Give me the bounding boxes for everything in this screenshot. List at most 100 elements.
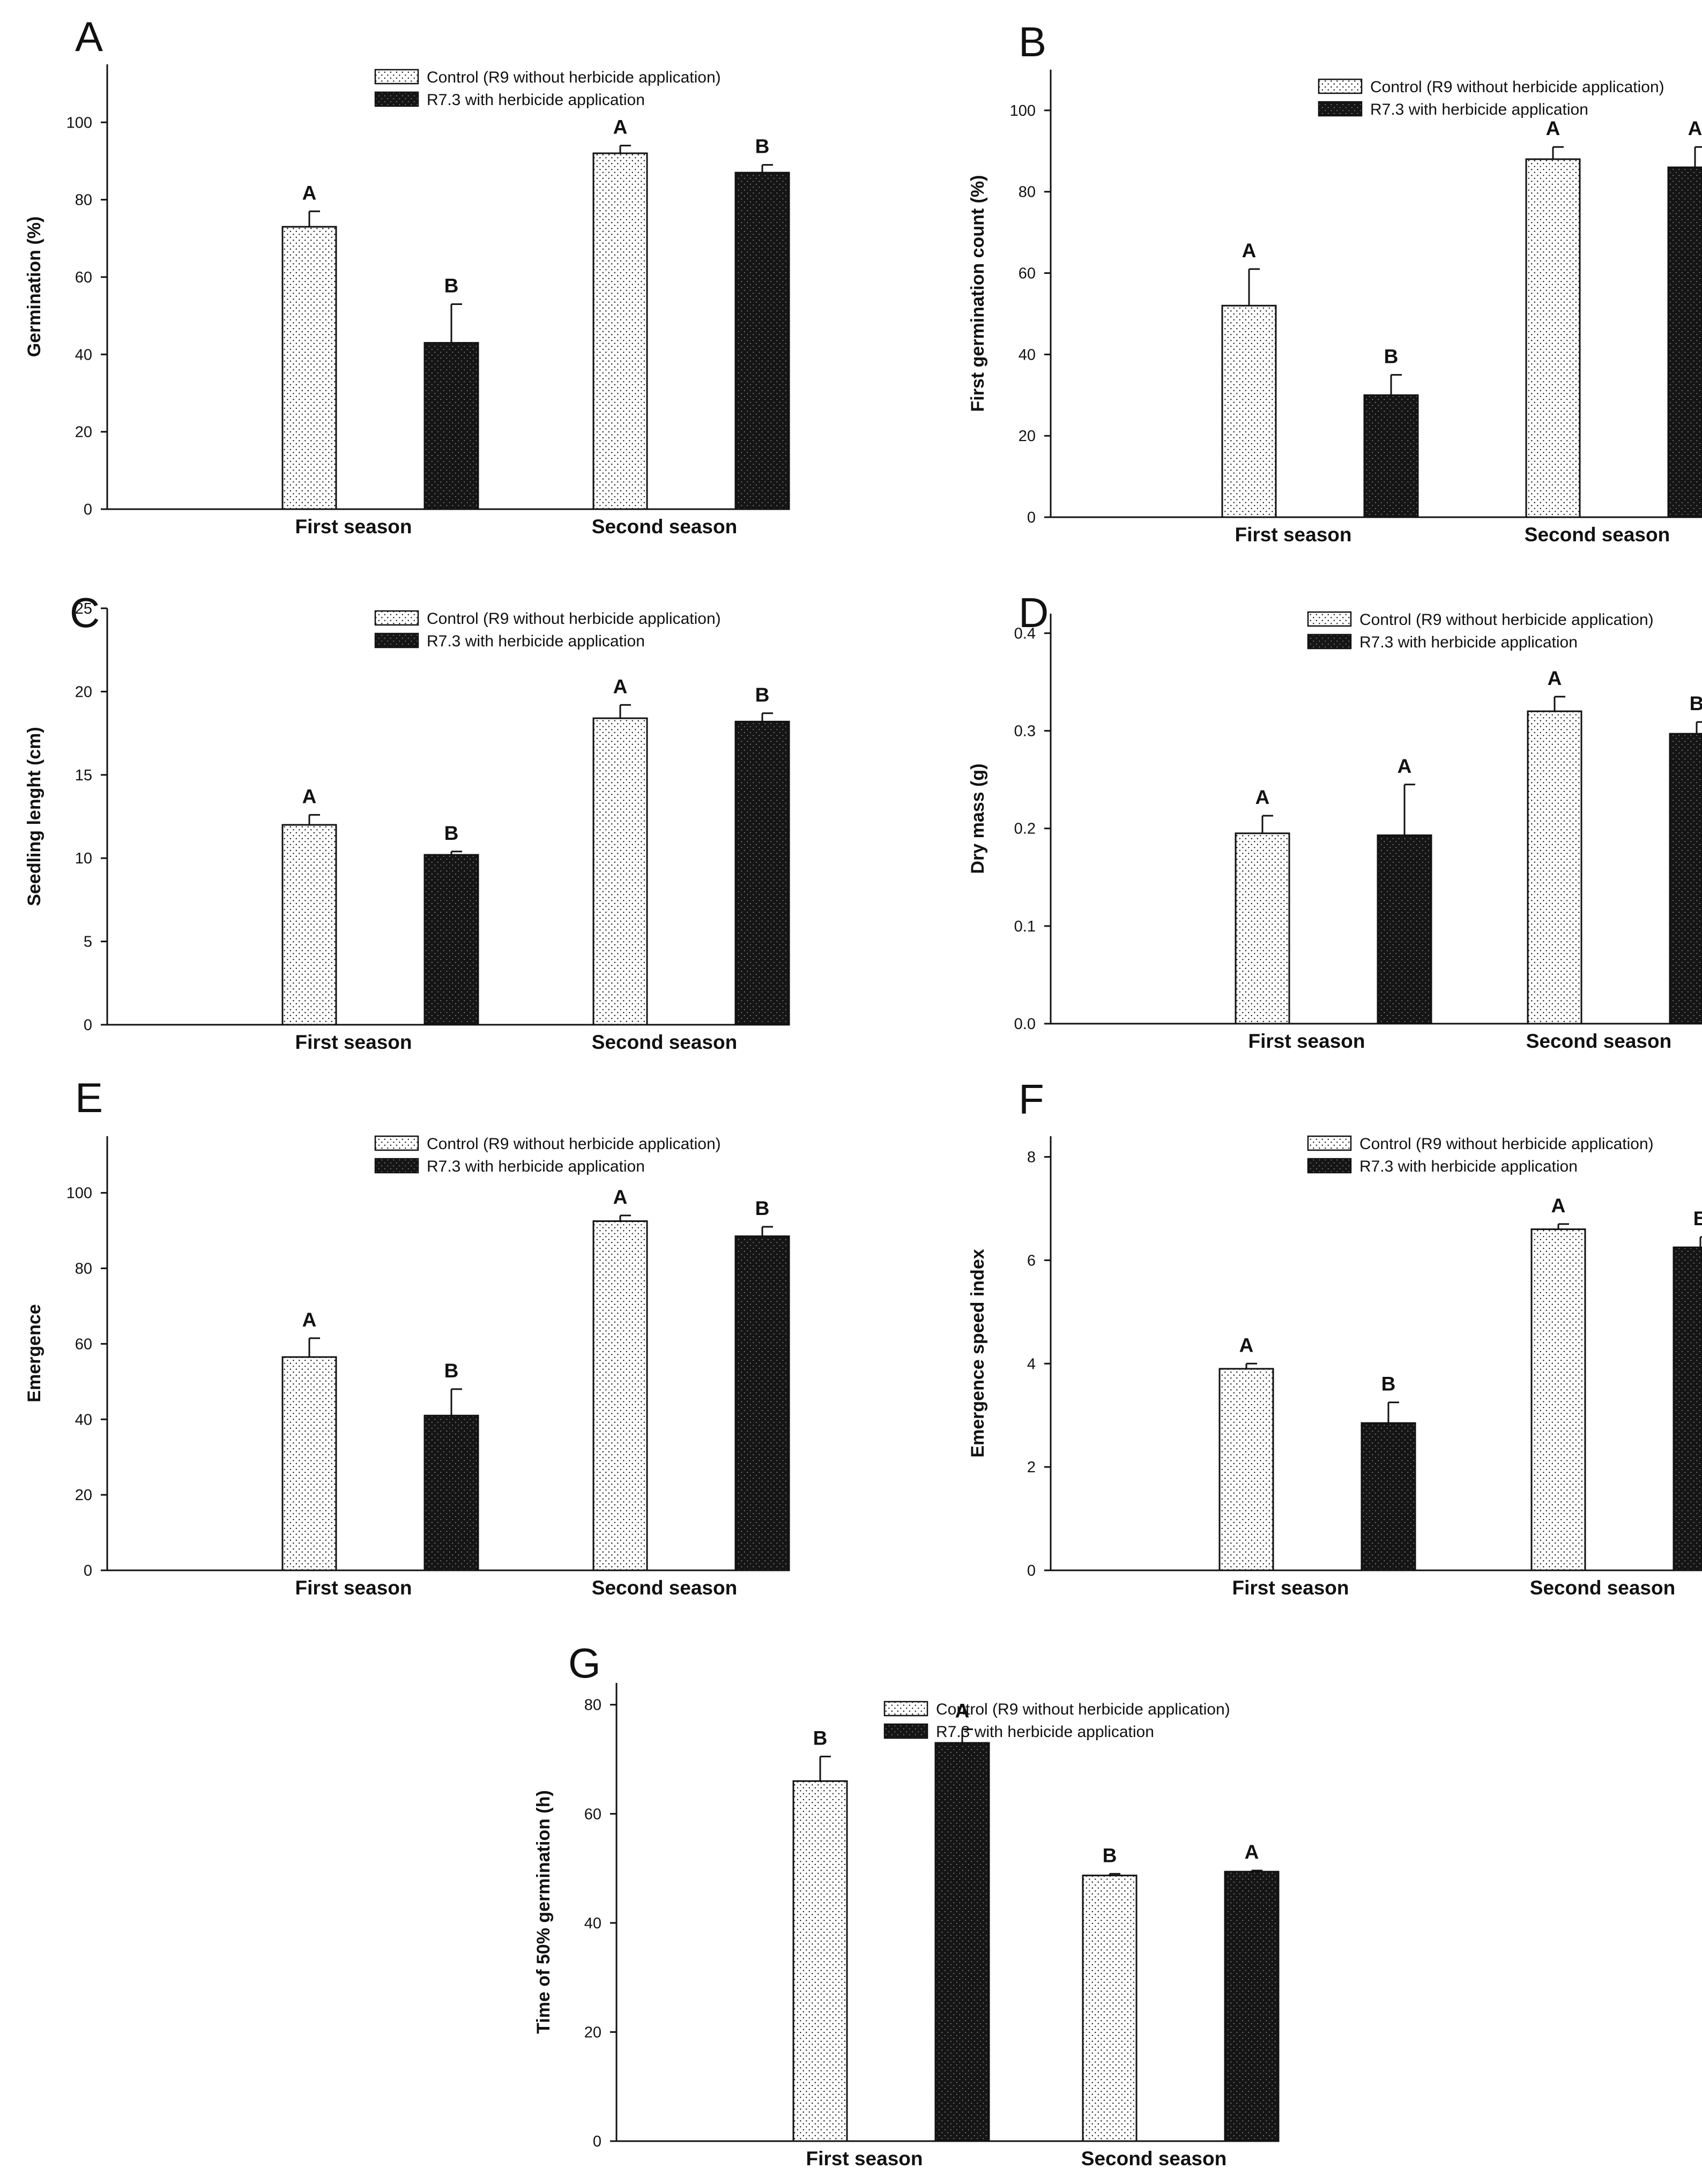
y-axis-label: Emergence <box>24 1304 44 1402</box>
y-tick-label: 0 <box>1027 509 1036 526</box>
y-tick-label: 0 <box>84 501 92 518</box>
bar-control <box>592 152 648 510</box>
bar-herbicide <box>1667 166 1702 518</box>
y-tick-label: 8 <box>1027 1149 1036 1166</box>
significance-letter: B <box>444 274 459 296</box>
significance-letter: A <box>613 116 628 138</box>
significance-letter: A <box>1398 755 1412 777</box>
y-tick-label: 15 <box>75 767 92 784</box>
y-tick-label: 0.1 <box>1014 918 1036 935</box>
bar-control <box>1525 158 1581 518</box>
y-tick-label: 20 <box>75 683 92 700</box>
legend-swatch-herbicide <box>374 1158 419 1174</box>
y-tick-label: 40 <box>75 346 92 363</box>
x-category-label: First season <box>295 516 412 538</box>
significance-letter: B <box>444 1360 459 1382</box>
y-tick-label: 6 <box>1027 1252 1036 1269</box>
bar-herbicide <box>734 1235 790 1571</box>
y-tick-label: 0 <box>84 1017 92 1034</box>
y-axis-label: Germination (%) <box>24 217 44 357</box>
legend: Control (R9 without herbicide applicatio… <box>1307 1135 1654 1175</box>
y-tick-label: 60 <box>75 269 92 286</box>
significance-letter: A <box>1245 1841 1259 1863</box>
y-tick-label: 0.0 <box>1014 1016 1036 1033</box>
significance-letter: B <box>1384 345 1399 367</box>
bar-herbicide <box>1224 1870 1280 2142</box>
y-tick-label: 4 <box>1027 1355 1036 1373</box>
y-tick-label: 80 <box>75 1261 92 1278</box>
significance-letter: B <box>1690 692 1702 714</box>
significance-letter: B <box>755 136 770 158</box>
y-tick-label: 0 <box>593 2133 601 2150</box>
y-tick-label: 80 <box>584 1697 601 1714</box>
significance-letter: A <box>1548 667 1562 689</box>
bar-control <box>1527 710 1582 1025</box>
legend-swatch-herbicide <box>1318 101 1363 117</box>
chart-panel-b: B 0 20 40 60 80 100 First germination count (%)… <box>968 18 1702 546</box>
y-tick-label: 20 <box>75 1487 92 1504</box>
bar-herbicide <box>423 854 479 1026</box>
legend-swatch-control <box>1307 611 1352 627</box>
legend-label-herbicide: R7.3 with herbicide application <box>427 632 645 650</box>
bar-herbicide <box>934 1742 990 2142</box>
chart-panel-c: C 0 5 10 15 20 25 Seedling lenght (cm) A B First s… <box>24 589 790 1053</box>
y-axis-label: Time of 50% germination (h) <box>533 1790 554 2034</box>
bar-control <box>1218 1368 1274 1571</box>
bar-herbicide <box>1363 394 1419 518</box>
legend-swatch-control <box>374 1135 419 1151</box>
y-tick-label: 40 <box>75 1411 92 1428</box>
y-tick-label: 40 <box>1019 346 1036 363</box>
legend-swatch-control <box>374 69 419 85</box>
legend-swatch-control <box>374 610 419 626</box>
chart-panel-f: F 0 2 4 6 8 Emergence speed index A B First seaso… <box>968 1076 1702 1599</box>
significance-letter: A <box>302 1309 317 1331</box>
legend-label-herbicide: R7.3 with herbicide application <box>1359 633 1578 651</box>
y-axis-label: Emergence speed index <box>968 1249 988 1457</box>
y-axis-label: Seedling lenght (cm) <box>24 727 44 906</box>
bar-control <box>592 1220 648 1571</box>
chart-panel-g: G 0 20 40 60 80 Time of 50% germination (h) B A F… <box>533 1639 1280 2170</box>
bar-herbicide <box>1361 1422 1416 1571</box>
bar-control <box>281 226 337 510</box>
legend-swatch-herbicide <box>374 91 419 107</box>
x-category-label: Second season <box>1525 524 1670 546</box>
y-axis-label: First germination count (%) <box>968 175 988 412</box>
legend: Control (R9 without herbicide applicatio… <box>1307 611 1654 651</box>
bar-control <box>1082 1874 1138 2142</box>
y-tick-label: 80 <box>75 192 92 209</box>
significance-letter: A <box>1239 1334 1254 1356</box>
y-axis-label: Dry mass (g) <box>968 764 988 874</box>
panel-letter: C <box>70 589 100 636</box>
legend-label-control: Control (R9 without herbicide applicatio… <box>427 610 721 628</box>
y-tick-label: 2 <box>1027 1459 1036 1476</box>
y-tick-label: 10 <box>75 850 92 867</box>
y-tick-label: 60 <box>75 1336 92 1353</box>
significance-letter: B <box>1103 1844 1117 1866</box>
y-tick-label: 100 <box>66 114 92 131</box>
legend-label-herbicide: R7.3 with herbicide application <box>427 1158 645 1175</box>
legend-label-control: Control (R9 without herbicide applicatio… <box>936 1701 1230 1718</box>
x-category-label: First season <box>806 2148 923 2170</box>
x-category-label: First season <box>1248 1030 1365 1052</box>
panel-letter: D <box>1019 589 1049 636</box>
bar-control <box>1221 304 1277 518</box>
y-tick-label: 60 <box>584 1806 601 1823</box>
legend: Control (R9 without herbicide applicatio… <box>1318 78 1664 118</box>
y-tick-label: 0.3 <box>1014 723 1036 740</box>
bar-herbicide <box>1669 733 1702 1025</box>
bar-control <box>1235 832 1290 1025</box>
y-tick-label: 20 <box>1019 428 1036 445</box>
y-tick-label: 40 <box>584 1915 601 1932</box>
x-category-label: Second season <box>592 1577 737 1599</box>
legend-label-herbicide: R7.3 with herbicide application <box>936 1723 1154 1741</box>
legend-swatch-herbicide <box>1307 633 1352 650</box>
panel-letter: G <box>568 1639 601 1687</box>
legend-label-herbicide: R7.3 with herbicide application <box>1370 101 1588 118</box>
significance-letter: B <box>813 1727 828 1749</box>
bar-herbicide <box>734 720 790 1026</box>
legend: Control (R9 without herbicide applicatio… <box>374 69 721 109</box>
significance-letter: B <box>755 684 770 706</box>
y-tick-label: 25 <box>75 600 92 617</box>
legend-label-control: Control (R9 without herbicide applicatio… <box>1359 1135 1654 1153</box>
